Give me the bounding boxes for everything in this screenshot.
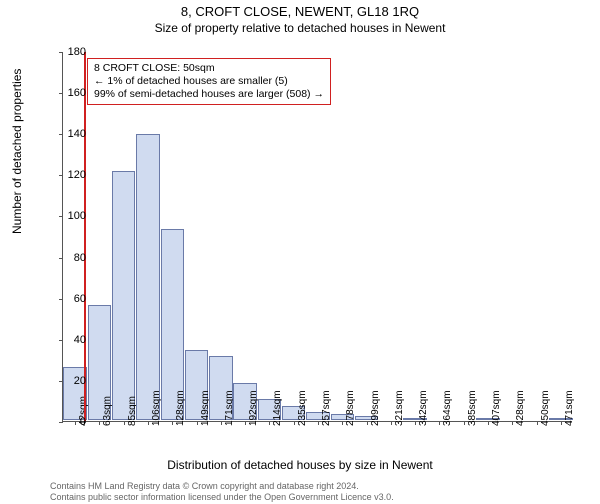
footer-attribution: Contains HM Land Registry data © Crown c… (50, 481, 394, 502)
annotation-line: 99% of semi-detached houses are larger (… (94, 88, 324, 101)
x-tick-label: 407sqm (491, 390, 502, 426)
y-tick-label: 20 (56, 375, 86, 387)
y-tick-label: 40 (56, 334, 86, 346)
plot-area: 42sqm63sqm85sqm106sqm128sqm149sqm171sqm1… (62, 52, 572, 422)
x-tick-label: 278sqm (345, 390, 356, 426)
title-main: 8, CROFT CLOSE, NEWENT, GL18 1RQ (0, 4, 600, 19)
x-tick (561, 421, 562, 425)
histogram-bar (112, 171, 135, 420)
x-tick (439, 421, 440, 425)
y-tick-label: 0 (56, 416, 86, 428)
footer-line2: Contains public sector information licen… (50, 492, 394, 502)
x-tick (342, 421, 343, 425)
annotation-box: 8 CROFT CLOSE: 50sqm← 1% of detached hou… (87, 58, 331, 105)
x-tick (124, 421, 125, 425)
x-tick-label: 364sqm (442, 390, 453, 426)
x-tick-label: 342sqm (418, 390, 429, 426)
annotation-line: ← 1% of detached houses are smaller (5) (94, 75, 324, 88)
x-tick (221, 421, 222, 425)
y-axis-label: Number of detached properties (10, 69, 24, 234)
x-tick (148, 421, 149, 425)
x-tick (197, 421, 198, 425)
x-tick (537, 421, 538, 425)
y-tick-label: 160 (56, 87, 86, 99)
y-tick-label: 120 (56, 169, 86, 181)
x-tick-label: 321sqm (394, 390, 405, 426)
x-tick-label: 235sqm (297, 390, 308, 426)
y-tick-label: 100 (56, 210, 86, 222)
x-tick-label: 450sqm (540, 390, 551, 426)
x-tick (245, 421, 246, 425)
x-tick (99, 421, 100, 425)
x-tick (512, 421, 513, 425)
x-tick (318, 421, 319, 425)
x-tick-label: 257sqm (321, 390, 332, 426)
x-tick (294, 421, 295, 425)
x-tick (464, 421, 465, 425)
x-tick (172, 421, 173, 425)
x-tick (367, 421, 368, 425)
y-tick-label: 180 (56, 46, 86, 58)
x-tick (488, 421, 489, 425)
x-tick-label: 471sqm (564, 390, 575, 426)
footer-line1: Contains HM Land Registry data © Crown c… (50, 481, 394, 491)
x-tick-label: 428sqm (515, 390, 526, 426)
x-tick (415, 421, 416, 425)
title-sub: Size of property relative to detached ho… (0, 21, 600, 35)
x-axis-label: Distribution of detached houses by size … (0, 458, 600, 472)
x-tick (391, 421, 392, 425)
histogram-chart: 42sqm63sqm85sqm106sqm128sqm149sqm171sqm1… (62, 52, 572, 422)
y-tick-label: 140 (56, 128, 86, 140)
y-tick-label: 80 (56, 252, 86, 264)
x-tick-label: 385sqm (467, 390, 478, 426)
y-tick-label: 60 (56, 293, 86, 305)
annotation-line: 8 CROFT CLOSE: 50sqm (94, 62, 324, 75)
subject-property-marker (84, 52, 86, 421)
x-tick-label: 299sqm (370, 390, 381, 426)
x-tick (269, 421, 270, 425)
histogram-bar (136, 134, 159, 420)
